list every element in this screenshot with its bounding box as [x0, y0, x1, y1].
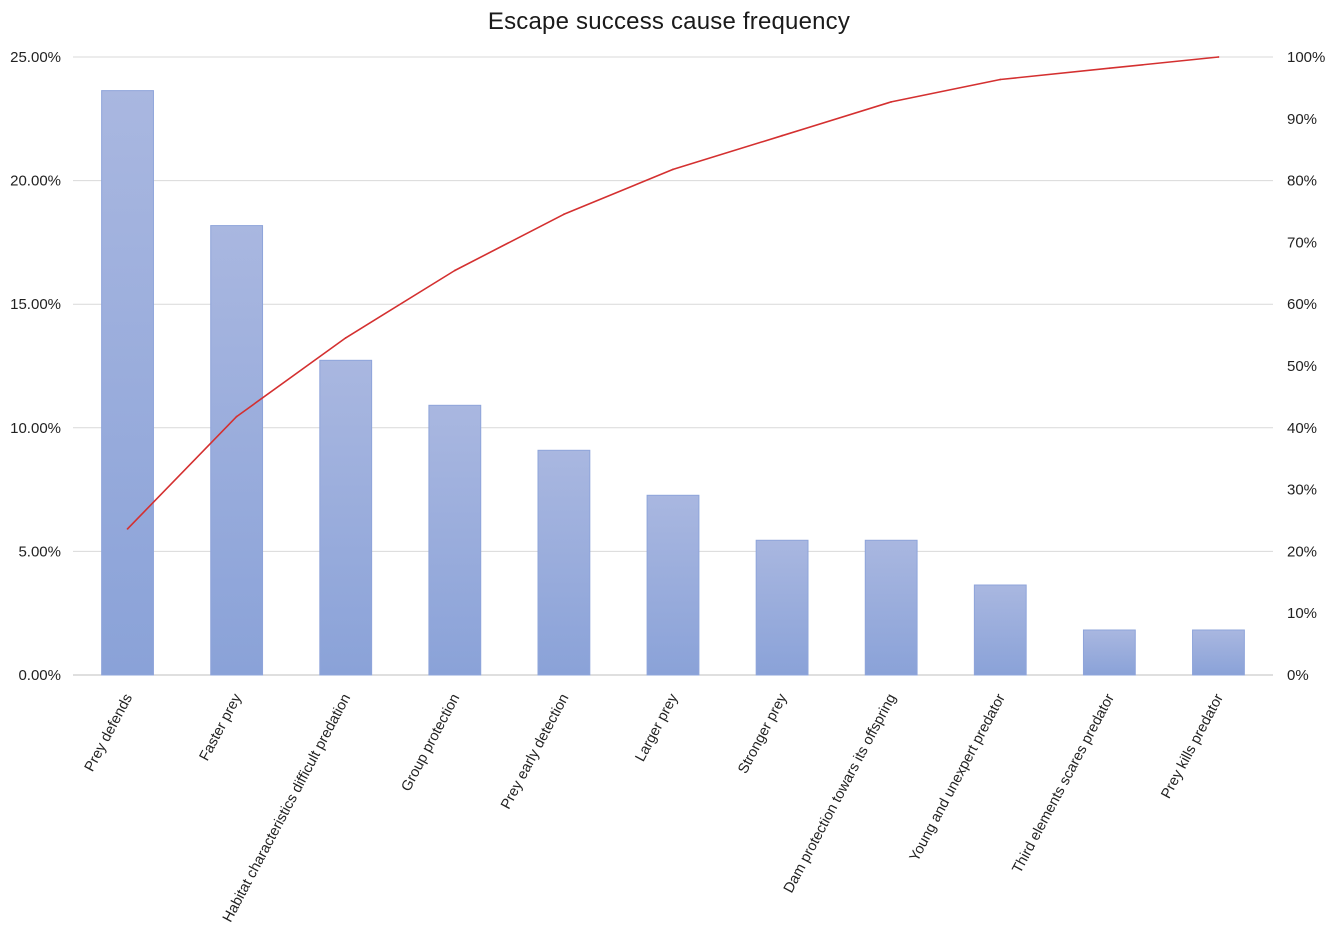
left-axis-tick-label: 10.00%: [10, 420, 61, 437]
bar: [1192, 629, 1245, 676]
bar: [1082, 629, 1136, 676]
cumulative-line: [126, 56, 1219, 530]
right-axis-tick-label: 80%: [1287, 173, 1317, 190]
right-axis-tick-label: 0%: [1287, 667, 1309, 684]
left-axis-tick-label: 5.00%: [18, 543, 61, 560]
right-axis-tick-label: 100%: [1287, 49, 1325, 66]
line-point: [344, 336, 347, 339]
x-axis-tick-label: Dam protection towars its offspring: [781, 691, 900, 895]
bar: [646, 494, 700, 676]
bar: [973, 584, 1027, 676]
line-point: [1108, 67, 1111, 70]
x-axis-tick-label: Group protection: [399, 691, 464, 794]
left-axis-tick-label: 0.00%: [18, 667, 61, 684]
line-point: [999, 78, 1002, 81]
right-axis-tick-label: 30%: [1287, 482, 1317, 499]
x-axis-tick-label: Faster prey: [197, 691, 246, 764]
left-axis-tick-label: 20.00%: [10, 173, 61, 190]
x-axis-tick-label: Prey early detection: [498, 691, 572, 812]
bar: [428, 404, 482, 676]
right-axis-tick-label: 40%: [1287, 420, 1317, 437]
left-axis-tick-label: 15.00%: [10, 296, 61, 313]
right-axis-tick-label: 90%: [1287, 111, 1317, 128]
chart-title: Escape success cause frequency: [487, 8, 851, 35]
bar: [101, 90, 154, 676]
bar-series: [101, 90, 1245, 676]
line-point: [781, 134, 783, 137]
x-axis-tick-label: Larger prey: [633, 691, 682, 765]
right-axis-tick-label: 20%: [1287, 543, 1317, 560]
x-axis-tick-label: Prey defends: [82, 691, 136, 774]
left-axis-tick-label: 25.00%: [10, 49, 61, 66]
right-axis-tick-label: 70%: [1287, 234, 1317, 251]
right-y-axis: 0% 10% 20% 30% 40% 50% 60% 70% 80% 90% 100%: [1287, 49, 1325, 684]
bar: [755, 539, 809, 676]
bar: [319, 359, 373, 676]
x-axis-tick-label: Prey kills predator: [1158, 691, 1227, 801]
line-point: [1217, 56, 1220, 58]
line-point: [235, 415, 238, 418]
line-point: [672, 168, 674, 171]
line-point: [453, 269, 456, 272]
right-axis-tick-label: 10%: [1287, 605, 1317, 622]
x-axis-tick-label: Third elements scares predator: [1010, 691, 1118, 876]
right-axis-tick-label: 60%: [1287, 296, 1317, 313]
line-point: [890, 101, 893, 103]
bar: [210, 225, 264, 676]
x-axis-tick-label: Stronger prey: [735, 691, 791, 777]
cumulative-line-series: [126, 56, 1220, 530]
bar: [537, 449, 591, 676]
line-point: [563, 213, 565, 216]
x-axis-tick-label: Young and unexpert predator: [907, 691, 1009, 864]
bar: [864, 539, 918, 676]
x-axis-tick-label: Habitat characteristics difficult predat…: [220, 691, 354, 925]
right-axis-tick-label: 50%: [1287, 358, 1317, 375]
left-y-axis: 0.00% 5.00% 10.00% 15.00% 20.00% 25.00%: [10, 49, 61, 684]
line-point: [126, 528, 129, 530]
